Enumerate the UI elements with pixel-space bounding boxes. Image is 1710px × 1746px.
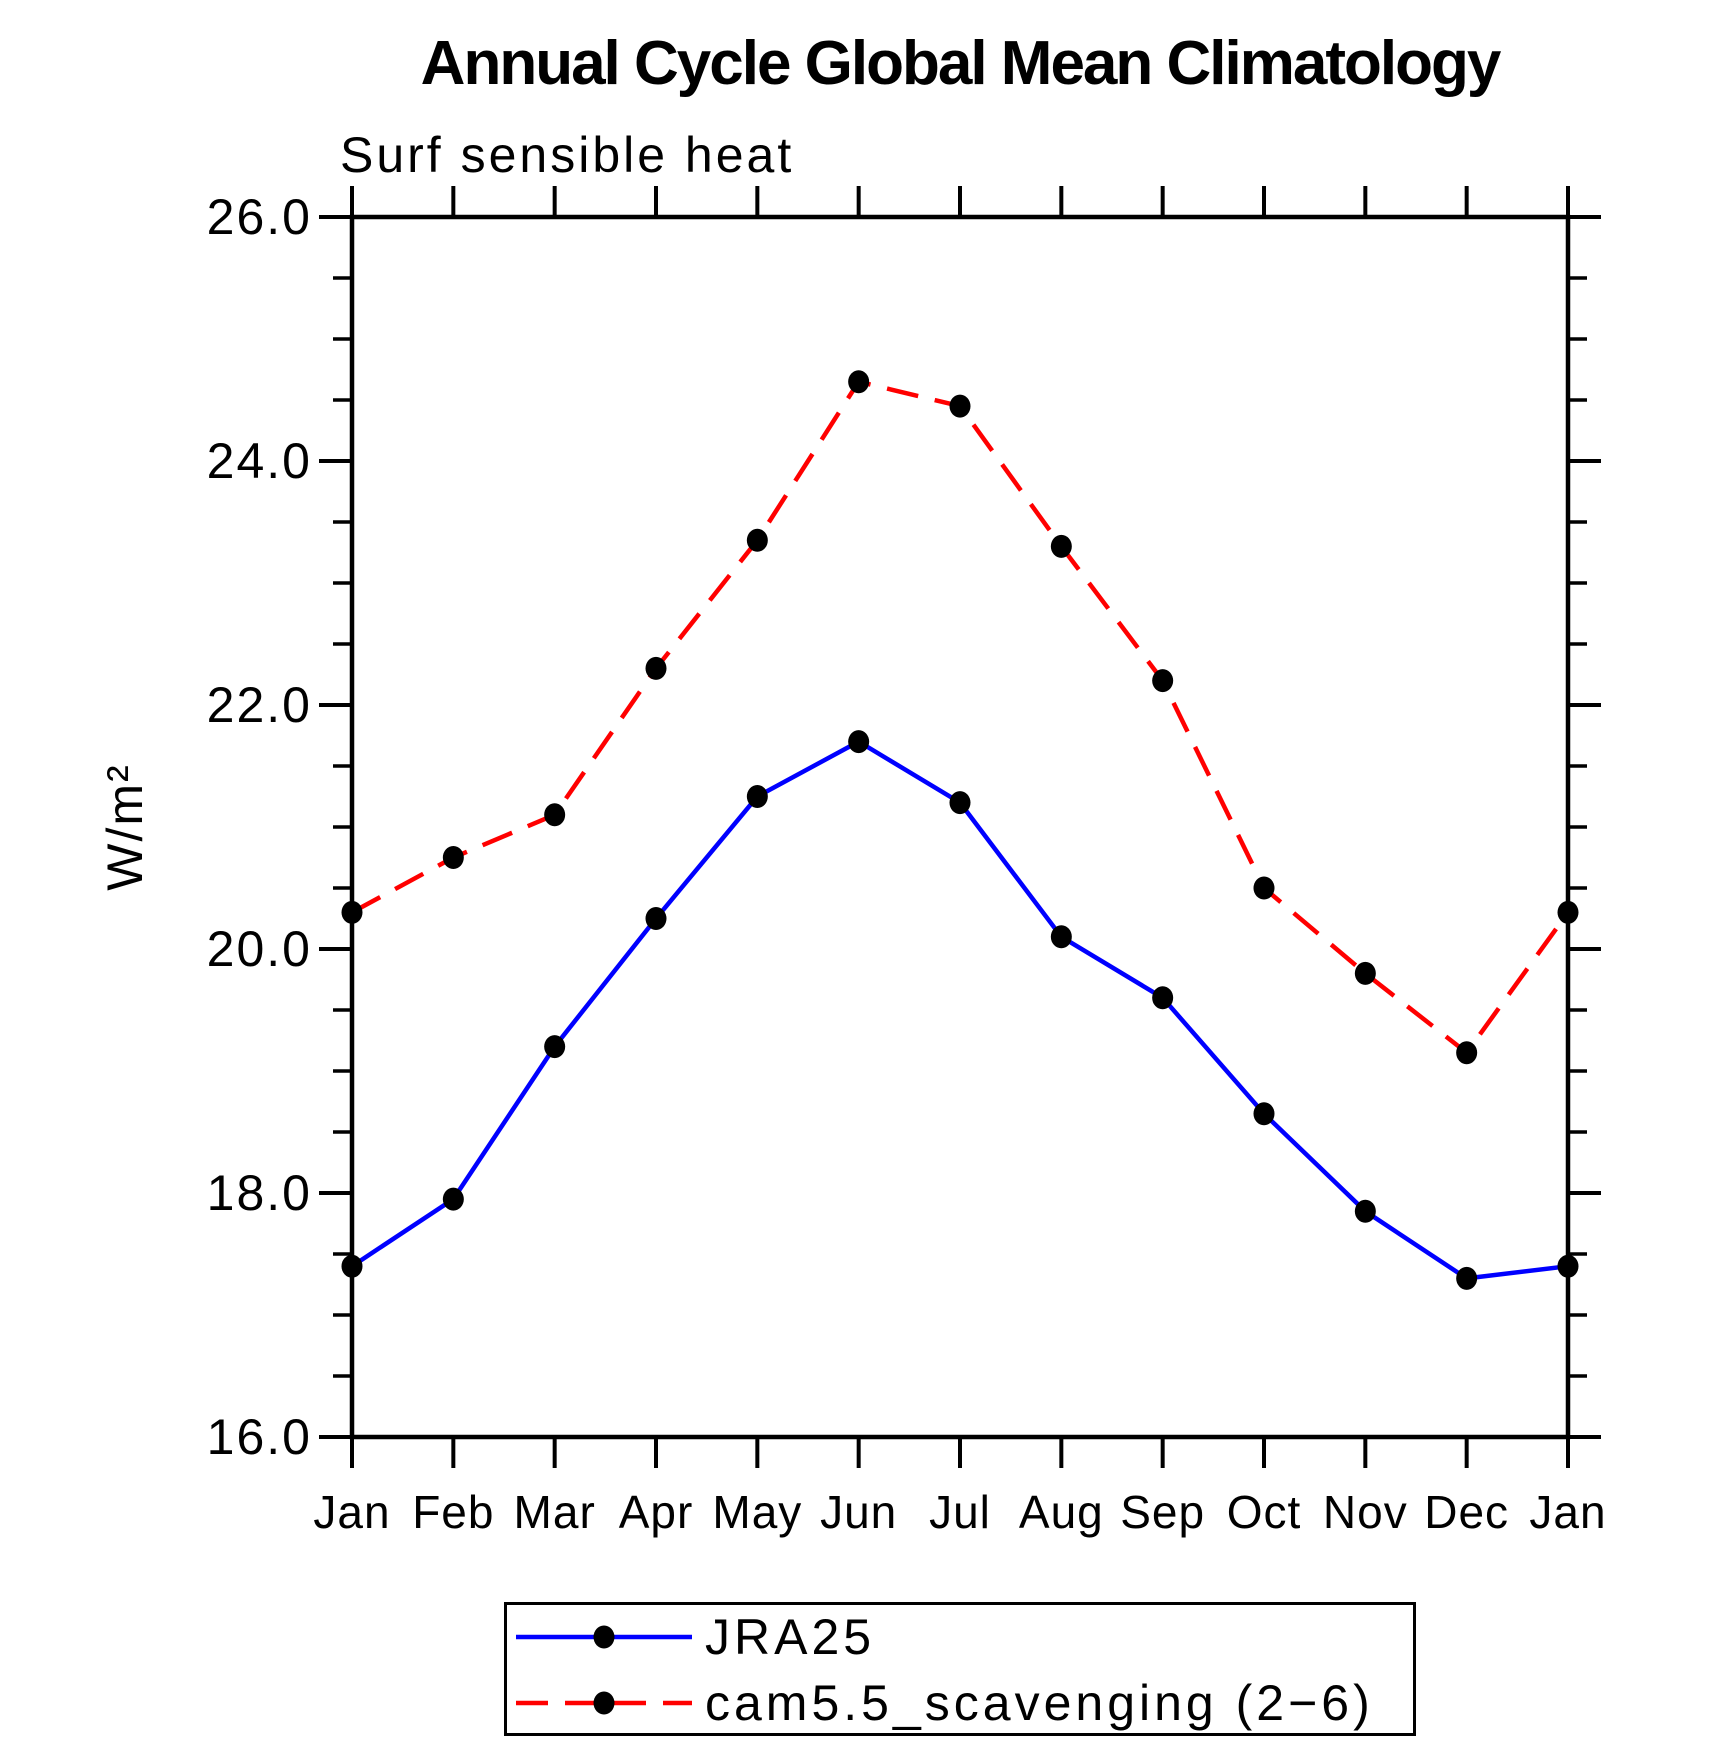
x-tick-label: Apr xyxy=(619,1486,694,1538)
data-point-marker-1 xyxy=(746,528,768,552)
data-point-marker-0 xyxy=(544,1035,566,1059)
x-tick-label: Jan xyxy=(1529,1486,1606,1538)
legend-item-jra25: JRA25 xyxy=(513,1609,875,1665)
data-point-marker-1 xyxy=(1152,669,1174,693)
data-point-marker-1 xyxy=(1253,876,1275,900)
y-tick-label: 26.0 xyxy=(207,189,312,245)
data-point-marker-0 xyxy=(848,730,870,754)
data-point-marker-0 xyxy=(1456,1266,1478,1290)
x-tick-label: Jun xyxy=(820,1486,897,1538)
data-point-marker-0 xyxy=(1557,1254,1579,1278)
data-point-marker-1 xyxy=(442,846,464,869)
x-tick-label: Feb xyxy=(412,1486,494,1538)
x-tick-label: Oct xyxy=(1227,1486,1302,1538)
legend-marker-sample xyxy=(593,1691,615,1715)
data-point-marker-0 xyxy=(1050,925,1072,949)
data-point-marker-1 xyxy=(1456,1041,1478,1065)
legend-swatch-solid-line-icon xyxy=(516,1625,692,1649)
data-point-marker-1 xyxy=(341,900,363,924)
data-point-marker-1 xyxy=(1557,900,1579,924)
x-tick-label: Sep xyxy=(1120,1486,1205,1538)
y-tick-label: 22.0 xyxy=(207,677,312,733)
legend-marker-sample xyxy=(593,1625,615,1649)
data-point-marker-1 xyxy=(949,394,971,418)
data-point-marker-1 xyxy=(1050,534,1072,558)
data-point-marker-0 xyxy=(949,791,971,815)
x-tick-label: Aug xyxy=(1019,1486,1104,1538)
legend-item-cam55-scavenging: cam5.5_scavenging (2−6) xyxy=(513,1675,1374,1731)
legend-label: cam5.5_scavenging (2−6) xyxy=(705,1675,1374,1731)
data-point-marker-1 xyxy=(544,803,566,827)
x-tick-label: Nov xyxy=(1323,1486,1408,1538)
data-point-marker-1 xyxy=(848,370,870,394)
data-point-marker-0 xyxy=(1152,986,1174,1010)
data-point-marker-0 xyxy=(746,785,768,808)
legend-swatch-dashed-line-icon xyxy=(516,1691,692,1715)
data-point-marker-0 xyxy=(645,907,667,930)
data-point-marker-1 xyxy=(645,656,667,680)
data-point-marker-0 xyxy=(442,1187,464,1211)
data-point-marker-0 xyxy=(1253,1102,1275,1126)
x-tick-label: Jan xyxy=(313,1486,390,1538)
y-tick-label: 24.0 xyxy=(207,433,312,489)
legend-label: JRA25 xyxy=(705,1609,876,1665)
x-tick-label: Jul xyxy=(929,1486,991,1538)
chart-title: Annual Cycle Global Mean Climatology xyxy=(420,29,1502,98)
x-tick-label: Dec xyxy=(1424,1486,1509,1538)
x-tick-label: Mar xyxy=(514,1486,596,1538)
y-tick-label: 18.0 xyxy=(207,1165,312,1221)
y-tick-label: 20.0 xyxy=(207,921,312,977)
data-point-marker-1 xyxy=(1354,961,1376,985)
data-point-marker-0 xyxy=(1354,1199,1376,1223)
x-tick-label: May xyxy=(712,1486,802,1538)
legend-box: JRA25 cam5.5_scavenging (2−6) xyxy=(504,1602,1416,1736)
y-tick-label: 16.0 xyxy=(207,1409,312,1465)
data-point-marker-0 xyxy=(341,1254,363,1278)
series-line-1 xyxy=(350,379,1570,1056)
chart-subtitle: Surf sensible heat xyxy=(340,127,795,183)
